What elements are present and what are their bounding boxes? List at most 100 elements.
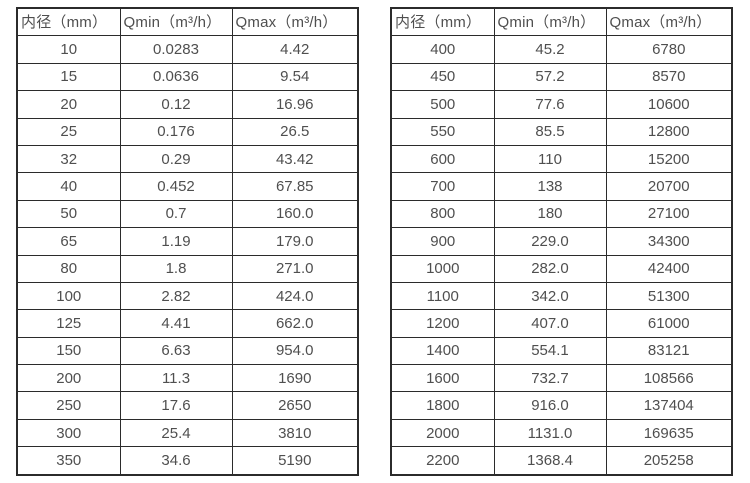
table-cell: 1000 (390, 254, 495, 283)
table-cell: 25 (16, 117, 121, 146)
table-row: 350 34.6 5190 (16, 446, 359, 476)
table-cell: 205258 (605, 446, 733, 476)
table-row: 550 85.5 12800 (390, 117, 733, 146)
table-cell: 0.0636 (119, 62, 233, 92)
table-row: 100 2.82 424.0 (16, 281, 359, 311)
table-row: 2200 1368.4 205258 (390, 446, 733, 476)
table-cell: 732.7 (493, 364, 607, 393)
table-cell: 900 (390, 227, 495, 256)
table-cell: 350 (16, 446, 121, 476)
table-row: 250 17.6 2650 (16, 391, 359, 420)
table-cell: 550 (390, 117, 495, 146)
table-cell: 80 (16, 254, 121, 283)
table-cell: 600 (390, 144, 495, 174)
table-cell: 1100 (390, 281, 495, 311)
table-cell: 1.19 (119, 227, 233, 256)
header-cell-0: 内径（mm） (16, 7, 121, 37)
table-cell: 282.0 (493, 254, 607, 283)
table-cell: 43.42 (231, 144, 359, 174)
table-cell: 4.41 (119, 309, 233, 338)
table-cell: 2200 (390, 446, 495, 476)
table-cell: 450 (390, 62, 495, 92)
table-cell: 61000 (605, 309, 733, 338)
table-cell: 0.452 (119, 172, 233, 201)
table-cell: 8570 (605, 62, 733, 92)
header-cell-2: Qmax（m³/h） (605, 7, 733, 37)
table-row: 80 1.8 271.0 (16, 254, 359, 283)
header-cell-0: 内径（mm） (390, 7, 495, 37)
table-row: 450 57.2 8570 (390, 62, 733, 92)
table-cell: 4.42 (231, 35, 359, 64)
table-cell: 554.1 (493, 336, 607, 366)
table-cell: 125 (16, 309, 121, 338)
table-cell: 3810 (231, 418, 359, 448)
table-cell: 12800 (605, 117, 733, 146)
table-cell: 11.3 (119, 364, 233, 393)
table-row: 1400 554.1 83121 (390, 336, 733, 366)
flow-table-large-diameters: 内径（mm） Qmin（m³/h） Qmax（m³/h） 400 45.2 6780 450… (390, 7, 733, 476)
table-cell: 1690 (231, 364, 359, 393)
table-cell: 0.0283 (119, 35, 233, 64)
header-cell-1: Qmin（m³/h） (119, 7, 233, 37)
table-cell: 17.6 (119, 391, 233, 420)
table-cell: 0.176 (119, 117, 233, 146)
table-cell: 5190 (231, 446, 359, 476)
table-cell: 20 (16, 90, 121, 119)
table-cell: 40 (16, 172, 121, 201)
table-row: 1200 407.0 61000 (390, 309, 733, 338)
table-cell: 65 (16, 227, 121, 256)
table-cell: 0.12 (119, 90, 233, 119)
table-cell: 32 (16, 144, 121, 174)
table-cell: 15200 (605, 144, 733, 174)
table-cell: 138 (493, 172, 607, 201)
table-cell: 200 (16, 364, 121, 393)
table-row: 25 0.176 26.5 (16, 117, 359, 146)
table-cell: 26.5 (231, 117, 359, 146)
table-cell: 6780 (605, 35, 733, 64)
table-cell: 229.0 (493, 227, 607, 256)
table-row: 1600 732.7 108566 (390, 364, 733, 393)
header-cell-1: Qmin（m³/h） (493, 7, 607, 37)
table-cell: 800 (390, 199, 495, 229)
table-cell: 407.0 (493, 309, 607, 338)
table-cell: 85.5 (493, 117, 607, 146)
table-cell: 0.7 (119, 199, 233, 229)
table-row: 65 1.19 179.0 (16, 227, 359, 256)
table-cell: 2000 (390, 418, 495, 448)
table-cell: 169635 (605, 418, 733, 448)
table-row: 2000 1131.0 169635 (390, 418, 733, 448)
table-row: 10 0.0283 4.42 (16, 35, 359, 64)
table-cell: 1.8 (119, 254, 233, 283)
table-cell: 45.2 (493, 35, 607, 64)
table-cell: 700 (390, 172, 495, 201)
table-cell: 10600 (605, 90, 733, 119)
table-cell: 83121 (605, 336, 733, 366)
table-cell: 42400 (605, 254, 733, 283)
table-row: 50 0.7 160.0 (16, 199, 359, 229)
table-row: 125 4.41 662.0 (16, 309, 359, 338)
table-cell: 500 (390, 90, 495, 119)
table-cell: 77.6 (493, 90, 607, 119)
table-cell: 342.0 (493, 281, 607, 311)
table-cell: 0.29 (119, 144, 233, 174)
table-row: 600 110 15200 (390, 144, 733, 174)
table-cell: 16.96 (231, 90, 359, 119)
table-cell: 6.63 (119, 336, 233, 366)
table-cell: 2.82 (119, 281, 233, 311)
table-row: 1000 282.0 42400 (390, 254, 733, 283)
table-row: 1800 916.0 137404 (390, 391, 733, 420)
table-cell: 180 (493, 199, 607, 229)
header-row: 内径（mm） Qmin（m³/h） Qmax（m³/h） (16, 7, 359, 37)
table-cell: 1400 (390, 336, 495, 366)
table-cell: 57.2 (493, 62, 607, 92)
header-row: 内径（mm） Qmin（m³/h） Qmax（m³/h） (390, 7, 733, 37)
table-cell: 27100 (605, 199, 733, 229)
table-cell: 300 (16, 418, 121, 448)
table-row: 400 45.2 6780 (390, 35, 733, 64)
table-cell: 108566 (605, 364, 733, 393)
table-row: 700 138 20700 (390, 172, 733, 201)
table-row: 150 6.63 954.0 (16, 336, 359, 366)
flow-table-small-diameters: 内径（mm） Qmin（m³/h） Qmax（m³/h） 10 0.0283 4.42 15… (16, 7, 359, 476)
table-row: 32 0.29 43.42 (16, 144, 359, 174)
table-cell: 400 (390, 35, 495, 64)
